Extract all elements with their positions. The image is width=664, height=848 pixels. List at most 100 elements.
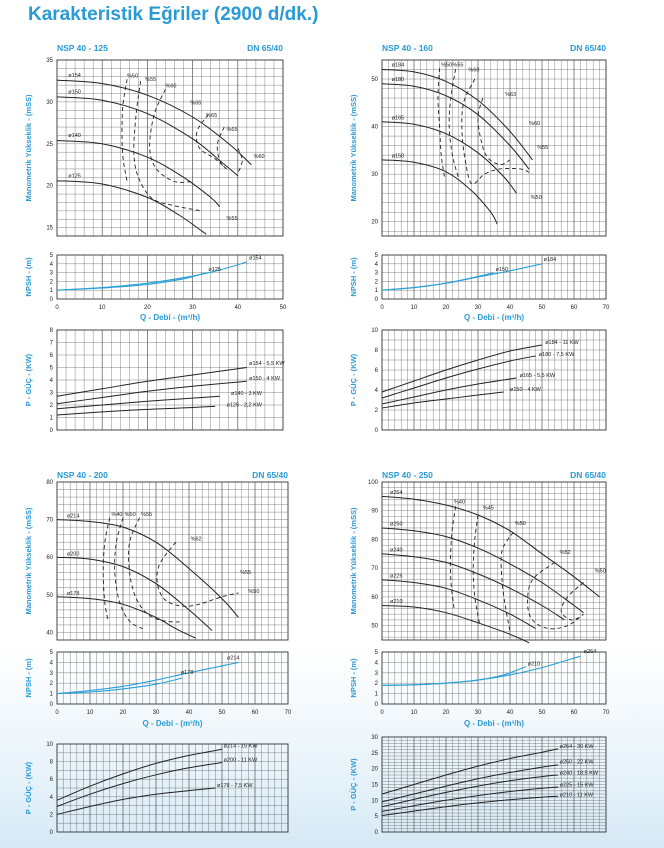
power-y-tick-label: 20: [371, 767, 378, 773]
head-y-tick-label: 100: [368, 480, 379, 486]
power-curve-label: ø210 - 11 KW: [560, 793, 594, 799]
power-y-tick-label: 0: [375, 428, 379, 434]
npsh-curve-label: ø210: [528, 662, 541, 668]
power-series-2: [56, 380, 247, 405]
head-curve-label: %55: [240, 570, 251, 576]
head-frame: [381, 59, 607, 237]
power-y-tick-label: 4: [375, 388, 379, 394]
chart-subtitle: DN 65/40: [570, 470, 606, 480]
head-y-tick-label: 80: [371, 537, 378, 543]
npsh-y-tick-label: 1: [375, 288, 379, 294]
power-curve-label: ø240 - 18,5 KW: [560, 770, 599, 776]
x-tick-label: 30: [153, 710, 160, 716]
x-tick-label: 50: [539, 710, 546, 716]
power-y-tick-label: 0: [50, 830, 54, 836]
head-y-tick-label: 50: [371, 77, 378, 83]
head-panel: 40 50 60 70 80 Manometrik Yükseklik - (mSS) ø2…: [24, 480, 289, 641]
npsh-curve-label: ø150: [496, 267, 509, 273]
head-series-2: [381, 527, 584, 614]
x-tick-label: 70: [285, 710, 292, 716]
x-tick-label: 0: [380, 710, 384, 716]
head-y-tick-label: 70: [46, 518, 53, 524]
head-panel: 20 30 40 50 Manometrik Yükseklik - (mSS) ø184…: [349, 59, 607, 237]
npsh-axis-label: NPSH - (m): [24, 658, 33, 698]
npsh-y-tick-label: 5: [50, 253, 54, 259]
head-curve-label: %45: [483, 505, 494, 511]
head-curve-label: ø125: [68, 173, 81, 179]
head-curve-label: ø200: [67, 551, 80, 557]
npsh-panel: 0 1 2 3 4 5 NPSH - (m) ø264 ø210: [349, 649, 607, 708]
power-y-tick-label: 10: [46, 742, 53, 748]
head-curve-label: %50: [127, 74, 138, 80]
power-y-tick-label: 10: [371, 328, 378, 334]
npsh-axis-label: NPSH - (m): [349, 658, 358, 698]
x-axis-label: Q - Debi - (m³/h): [464, 719, 524, 728]
x-tick-label: 60: [252, 710, 259, 716]
head-curve-label: ø184: [392, 63, 405, 69]
head-axis-label: Manometrik Yükseklik - (mSS): [24, 507, 33, 614]
x-axis-label: Q - Debi - (m³/h): [143, 719, 203, 728]
efficiency-curve-4: [195, 114, 227, 170]
head-series-5: [381, 605, 530, 644]
head-curve-label: %62: [191, 536, 202, 542]
head-curve-label: ø178: [67, 591, 80, 597]
head-series-3: [56, 140, 221, 208]
efficiency-curve-1: [450, 506, 457, 609]
x-tick-label: 40: [234, 305, 241, 311]
chart-subtitle: DN 65/40: [252, 470, 288, 480]
head-y-tick-label: 80: [46, 480, 53, 486]
power-y-tick-label: 5: [375, 814, 379, 820]
npsh-y-tick-label: 2: [375, 681, 379, 687]
x-axis-label: Q - Debi - (m³/h): [140, 313, 200, 322]
head-curve-label: %50: [125, 512, 136, 518]
power-curve-label: ø165 - 5,5 KW: [520, 373, 556, 379]
power-panel: 0 2 4 6 8 10 P - GÜÇ - (KW) ø184 - 11 KW ø180 - …: [349, 328, 607, 434]
power-curve-label: ø200 - 11 KW: [224, 758, 258, 764]
head-series-1: [381, 495, 600, 598]
head-axis-label: Manometrik Yükseklik - (mSS): [349, 507, 358, 614]
head-y-tick-label: 25: [46, 142, 53, 148]
chart-3: NSP 40 - 200 DN 65/404050607080Manometrik…: [24, 470, 292, 836]
head-curve-label: %50: [248, 589, 259, 595]
efficiency-curve-4: [527, 562, 584, 630]
efficiency-curve-1: [437, 68, 445, 177]
npsh-y-tick-label: 3: [375, 671, 379, 677]
power-series-4: [56, 405, 216, 416]
head-curve-label: ø140: [68, 133, 81, 139]
npsh-panel: 0 1 2 3 4 5 NPSH - (m) ø214 ø178: [24, 650, 289, 708]
head-series-4: [381, 159, 498, 225]
efficiency-curve-6: [237, 147, 243, 174]
head-curve-label: ø240: [390, 548, 403, 554]
head-curve-label: %40: [454, 500, 465, 506]
efficiency-curve-3: [461, 78, 533, 185]
x-tick-label: 30: [475, 710, 482, 716]
x-tick-label: 10: [411, 305, 418, 311]
head-curve-label: %55: [537, 145, 548, 151]
efficiency-curve-4: [156, 541, 239, 607]
power-y-tick-label: 8: [50, 760, 54, 766]
head-series-4: [56, 180, 207, 235]
npsh-y-tick-label: 4: [375, 262, 379, 268]
power-y-tick-label: 0: [375, 830, 379, 836]
power-y-tick-label: 8: [50, 328, 54, 334]
head-curve-label: %52: [560, 550, 571, 556]
head-axis-label: Manometrik Yükseklik - (mSS): [24, 94, 33, 201]
head-y-tick-label: 40: [371, 125, 378, 131]
npsh-frame: [56, 651, 289, 705]
power-curve-label: ø150 - 4 KW: [510, 387, 542, 393]
head-curve-label: %65: [227, 127, 238, 133]
npsh-y-tick-label: 5: [375, 650, 379, 656]
chart-1: NSP 40 - 125 DN 65/401520253035Manometrik…: [24, 43, 287, 434]
head-y-tick-label: 30: [46, 100, 53, 106]
npsh-y-tick-label: 0: [375, 297, 379, 303]
x-tick-label: 20: [120, 710, 127, 716]
power-axis-label: P - GÜÇ - (KW): [349, 758, 358, 811]
head-series-1: [381, 69, 533, 161]
head-series-2: [381, 83, 530, 170]
head-y-tick-label: 15: [46, 226, 53, 232]
head-curve-label: %55: [145, 77, 156, 83]
head-y-tick-label: 50: [371, 624, 378, 630]
power-y-tick-label: 6: [50, 777, 54, 783]
power-y-tick-label: 0: [50, 428, 54, 434]
